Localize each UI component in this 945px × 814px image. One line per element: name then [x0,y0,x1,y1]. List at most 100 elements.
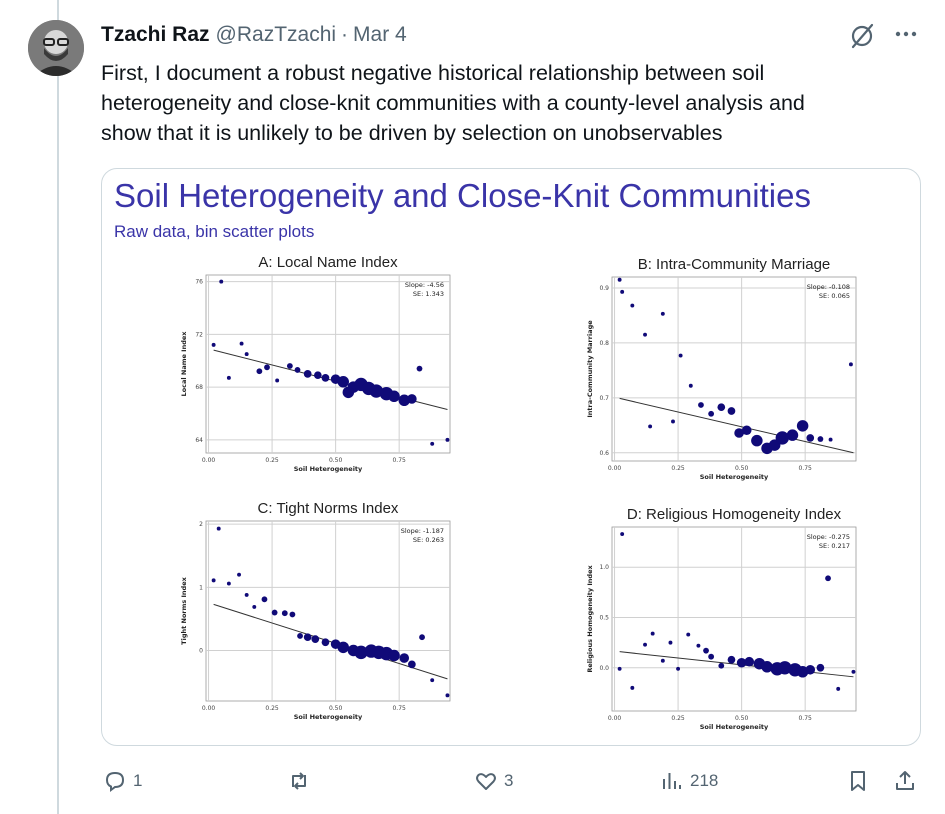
author-name[interactable]: Tzachi Raz [101,23,210,46]
chart-title: A: Local Name Index [258,254,398,271]
scatter-point [643,642,647,647]
share-icon [896,771,914,790]
scatter-point [408,660,416,669]
scatter-point [321,638,330,647]
y-tick-label: 76 [195,279,203,286]
scatter-point [303,370,312,378]
plot-area [611,276,857,462]
scatter-point [643,332,647,337]
scatter-point [211,578,216,583]
scatter-point [676,666,681,671]
plot-area [205,520,451,702]
bookmark-button[interactable] [846,766,870,796]
tweet-text: First, I document a robust negative hist… [101,61,805,145]
se-annotation: SE: 1.343 [413,290,444,298]
reply-count: 1 [133,771,143,790]
scatter-point [696,643,701,648]
scatter-point [342,386,355,399]
scatter-point [321,373,330,382]
y-axis-label: Tight Norms Index [180,576,188,644]
scatter-point [778,661,792,675]
scatter-point [237,572,241,577]
scatter-point [630,303,635,308]
y-tick-label: 0.0 [599,665,609,672]
scatter-point [668,640,673,645]
scatter-point [727,655,736,664]
scatter-point [817,436,824,442]
x-tick-label: 0.75 [392,705,406,712]
scatter-point [252,604,257,609]
se-annotation: SE: 0.263 [413,536,444,544]
scatter-point [286,363,293,369]
scatter-point [650,631,655,636]
scatter-point [727,407,736,415]
scatter-point [806,434,815,442]
scatter-point [219,279,224,284]
plot-area [205,274,451,454]
scatter-point [851,669,856,674]
like-count: 3 [504,771,514,790]
scatter-point [708,410,715,417]
author-handle[interactable]: @RazTzachi [215,23,337,46]
share-button[interactable] [893,766,917,796]
scatter-point [226,375,231,380]
tweet-date[interactable]: Mar 4 [353,23,407,46]
avatar[interactable] [28,20,84,76]
scatter-point [256,368,263,375]
scatter-point [445,693,450,698]
scatter-point [354,645,368,660]
y-axis-label: Local Name Index [180,331,188,397]
y-tick-label: 0.9 [599,285,609,292]
grok-icon[interactable] [848,22,876,50]
slope-annotation: Slope: -0.108 [807,283,850,291]
slope-annotation: Slope: -1.187 [401,527,444,535]
scatter-point [264,364,270,371]
tweet-media-image[interactable]: Soil Heterogeneity and Close-Knit Commun… [101,168,921,746]
scatter-point [761,661,773,673]
scatter-point [244,592,249,597]
x-tick-label: 0.25 [265,457,279,464]
x-axis-label: Soil Heterogeneity [294,713,363,721]
y-axis-label: Religious Homogeneity Index [586,565,594,673]
repost-button[interactable] [287,766,317,796]
scatter-point [281,610,288,617]
x-tick-label: 0.00 [202,457,216,464]
reply-button[interactable]: 1 [103,766,142,796]
x-tick-label: 0.25 [265,705,279,712]
y-tick-label: 1 [199,584,203,591]
views-button[interactable]: 218 [660,766,718,796]
more-icon[interactable] [892,20,920,48]
scatter-point [445,437,450,442]
scatter-point [407,394,417,404]
scatter-point [311,635,320,643]
y-tick-label: 68 [195,384,203,391]
repost-icon [292,772,306,790]
scatter-point [271,609,278,616]
scatter-point [398,394,410,407]
scatter-point [717,403,726,412]
y-tick-label: 1.0 [599,564,609,571]
x-axis-label: Soil Heterogeneity [700,473,769,481]
views-icon [663,773,681,789]
scatter-point [416,365,423,372]
like-button[interactable]: 3 [474,766,513,796]
scatter-point [216,526,221,531]
separator-dot: · [341,23,349,46]
x-tick-label: 0.00 [202,705,216,712]
scatter-point [660,311,665,316]
scatter-point [369,384,383,398]
scatter-point [836,686,841,691]
reply-icon [105,771,125,792]
scatter-point [294,367,301,373]
scatter-point [630,685,635,690]
scatter-point [430,678,435,683]
scatter-point [848,362,853,367]
scatter-point [805,664,816,675]
scatter-point [430,441,435,446]
scatter-point [313,371,322,380]
like-icon [476,773,496,790]
y-tick-label: 72 [195,331,203,338]
y-axis-label: Intra-Community Marriage [586,320,594,418]
x-tick-label: 0.50 [735,465,749,472]
x-tick-label: 0.75 [392,457,406,464]
